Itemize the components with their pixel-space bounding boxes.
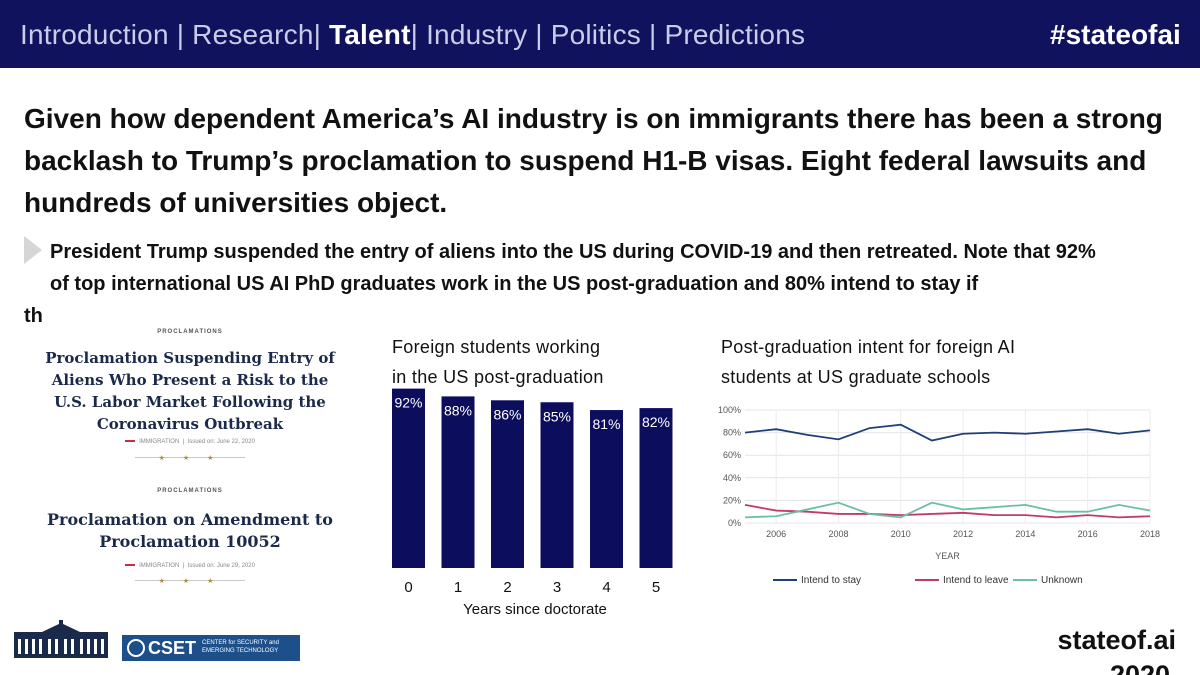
hashtag: #stateofai (1050, 19, 1181, 50)
line-chart: 0% 20% 40% 60% 80% 100% 2006 2008 2010 2012 2014 20… (718, 405, 1160, 586)
bar (392, 388, 425, 568)
proclamation-1-category: IMMIGRATION (139, 439, 180, 445)
category-marker (125, 440, 136, 443)
bar-value-label: 86% (493, 406, 521, 422)
divider (135, 457, 245, 458)
series-line (744, 501, 1151, 519)
cset-wordmark: CSET (148, 638, 197, 658)
bar-value-label: 82% (642, 414, 670, 430)
line-chart-title-line: Post-graduation intent for foreign AI (721, 337, 1016, 357)
bullet-arrow-icon (24, 236, 42, 264)
y-tick-label: 100% (718, 405, 741, 415)
proclamation-image: PROCLAMATIONS Proclamation Suspending En… (40, 325, 340, 595)
line-chart-title: Post-graduation intent for foreign AI st… (721, 332, 1015, 392)
section-nav: Introduction | Research| Talent| Industr… (20, 19, 806, 50)
bar-value-label: 85% (543, 408, 571, 424)
x-tick-label: 3 (553, 579, 561, 596)
x-tick-label: 2010 (891, 529, 911, 539)
footer-site: stateof.ai (1057, 625, 1176, 655)
cset-subtitle-line: EMERGING TECHNOLOGY (202, 648, 279, 654)
proclamation-2-issued: Issued on: June 29, 2020 (187, 563, 255, 569)
x-tick-label: 0 (404, 579, 412, 596)
x-tick-label: 2012 (953, 529, 973, 539)
proclamation-1-title-line: U.S. Labor Market Following the (54, 393, 326, 411)
header-bar: Introduction | Research| Talent| Industr… (0, 0, 1200, 68)
proclamation-1-title: Proclamation Suspending Entry of Aliens … (40, 347, 340, 435)
y-tick-label: 60% (723, 450, 741, 460)
series-line (744, 423, 1151, 442)
proclamation-1-meta: IMMIGRATION | Issued on: June 22, 2020 (40, 439, 340, 445)
proclamation-1-issued: Issued on: June 22, 2020 (187, 439, 255, 445)
footer-year: 2020 (1110, 661, 1170, 675)
cset-subtitle: CENTER for SECURITY and EMERGING TECHNOL… (202, 639, 298, 655)
stars-ornament-icon: ★ ★ ★ (158, 455, 222, 462)
y-tick-label: 0% (728, 518, 741, 528)
proclamation-1-title-line: Aliens Who Present a Risk to the (51, 371, 329, 389)
proclamation-2-meta: IMMIGRATION | Issued on: June 29, 2020 (40, 563, 340, 569)
category-marker (125, 564, 136, 567)
nav-research[interactable]: Research (192, 19, 314, 50)
white-house-logo (14, 620, 108, 658)
proclamation-2-title-line: Proclamation 10052 (99, 532, 281, 551)
proclamation-1-title-line: Coronavirus Outbreak (96, 415, 284, 433)
x-tick-label: 2006 (766, 529, 786, 539)
proclamation-1-label: PROCLAMATIONS (157, 329, 223, 335)
divider (135, 580, 245, 581)
bar-value-label: 88% (444, 402, 472, 418)
x-tick-label: 4 (602, 579, 610, 596)
line-chart-title-line: students at US graduate schools (721, 367, 991, 387)
proclamation-1-title-line: Proclamation Suspending Entry of (45, 349, 335, 367)
x-axis-label: YEAR (935, 551, 960, 561)
nav-politics[interactable]: Politics (550, 19, 642, 50)
bar (491, 400, 524, 568)
proclamation-2-label: PROCLAMATIONS (157, 488, 223, 494)
x-tick-label: 1 (454, 579, 462, 596)
x-tick-label: 2014 (1015, 529, 1035, 539)
cset-logo: CSET CENTER for SECURITY and EMERGING TE… (122, 635, 300, 661)
series-line (744, 504, 1151, 519)
nav-predictions[interactable]: Predictions (664, 19, 806, 50)
legend-label: Intend to leave (943, 575, 1009, 586)
proclamation-2-title: Proclamation on Amendment to Proclamatio… (40, 509, 340, 553)
bar-chart-title: Foreign students working in the US post-… (392, 332, 604, 392)
nav-introduction[interactable]: Introduction (20, 19, 169, 50)
slide-headline: Given how dependent America’s AI industr… (24, 103, 1163, 218)
bullet-line-3: th (24, 305, 43, 327)
nav-industry[interactable]: Industry (426, 19, 528, 50)
x-tick-label: 2 (503, 579, 511, 596)
bar (639, 408, 673, 568)
x-axis-label: Years since doctorate (463, 601, 607, 618)
bar-chart-title-line: in the US post-graduation (392, 367, 604, 387)
x-tick-label: 2008 (828, 529, 848, 539)
bar-value-label: 81% (592, 416, 620, 432)
bar-chart-title-line: Foreign students working (392, 337, 601, 357)
bar (540, 402, 574, 568)
proclamation-2-title-line: Proclamation on Amendment to (47, 510, 333, 529)
bar (441, 396, 475, 568)
bullet-text: President Trump suspended the entry of a… (24, 236, 1184, 332)
stars-ornament-icon: ★ ★ ★ (158, 578, 222, 585)
x-tick-label: 2018 (1140, 529, 1160, 539)
nav-talent[interactable]: Talent (329, 19, 411, 50)
legend-label: Intend to stay (801, 575, 861, 586)
cset-subtitle-line: CENTER for SECURITY and (202, 640, 279, 646)
x-tick-label: 2016 (1078, 529, 1098, 539)
bullet-line-1: President Trump suspended the entry of a… (50, 241, 1096, 263)
bar-value-label: 92% (394, 395, 422, 411)
bar-chart: 92% 0 88% 1 86% 2 85% 3 81% 4 82% 5 Years since doct… (392, 388, 673, 618)
x-tick-label: 5 (652, 579, 660, 596)
bar (590, 410, 623, 568)
legend-label: Unknown (1041, 575, 1083, 586)
y-tick-label: 80% (723, 428, 741, 438)
y-tick-label: 40% (723, 473, 741, 483)
y-tick-label: 20% (723, 495, 741, 505)
bullet-line-2: of top international US AI PhD graduates… (50, 273, 979, 295)
proclamation-2-category: IMMIGRATION (139, 563, 180, 569)
globe-icon (127, 639, 145, 657)
